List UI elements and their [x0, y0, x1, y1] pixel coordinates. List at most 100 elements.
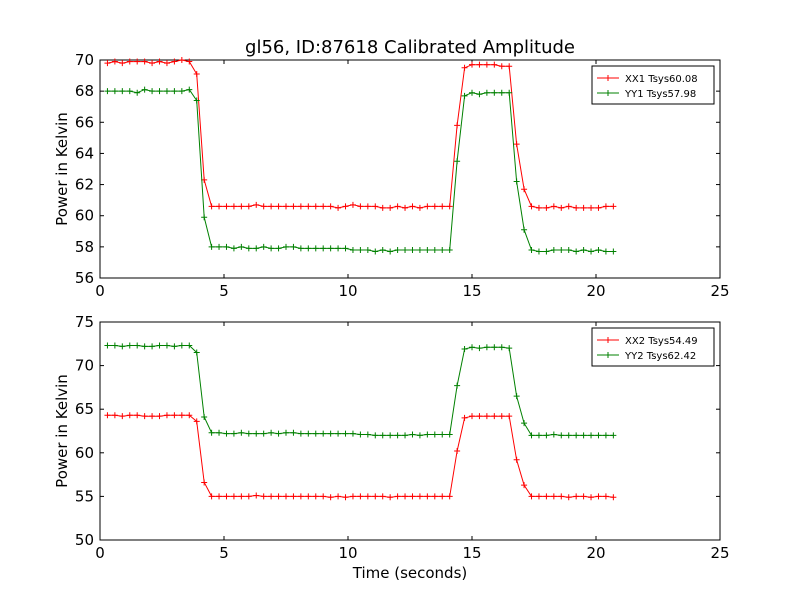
- bottom-legend-marker: [605, 337, 611, 343]
- bottom-subplot: 0 5 10 15 20 25 50 55 60 65 70 75 Power in Kelvin Tim…: [53, 313, 730, 582]
- bottom-xtick-label: 25: [710, 544, 729, 562]
- top-series-1-point: [409, 203, 416, 210]
- bottom-series-1-point: [394, 493, 401, 500]
- bottom-series-1-point: [141, 413, 148, 420]
- bottom-series-1-point: [275, 493, 282, 500]
- top-series-1-point: [357, 203, 364, 210]
- top-series-2-point: [349, 246, 356, 253]
- top-legend-box: [591, 65, 715, 105]
- bottom-series-1-point: [595, 493, 602, 500]
- bottom-series-2-point: [506, 345, 513, 352]
- top-series-1-point: [379, 204, 386, 211]
- top-series-2-point: [446, 246, 453, 253]
- bottom-series-2-point: [513, 393, 520, 400]
- top-series-2-point: [461, 92, 468, 99]
- bottom-series-1-point: [580, 493, 587, 500]
- top-series-1-point: [320, 203, 327, 210]
- top-series-1-point: [580, 204, 587, 211]
- bottom-series-1-point: [104, 412, 111, 419]
- top-series-2-point: [201, 214, 208, 221]
- bottom-series-2-point: [171, 343, 178, 350]
- top-series-2-point: [558, 246, 565, 253]
- top-series-2-point: [588, 248, 595, 255]
- top-series-2-point: [216, 243, 223, 250]
- top-ytick-label: 68: [75, 82, 94, 100]
- bottom-series-2-point: [454, 382, 461, 389]
- top-series-2-point: [149, 88, 156, 95]
- top-series-1-point: [253, 201, 260, 208]
- top-series-1-point: [238, 203, 245, 210]
- top-series-1-point: [513, 141, 520, 148]
- bottom-series-1-point: [610, 494, 617, 501]
- top-series-2-point: [119, 88, 126, 95]
- bottom-series-1-point: [416, 493, 423, 500]
- bottom-series-1-point: [186, 412, 193, 419]
- top-series-2-point: [364, 246, 371, 253]
- bottom-ytick-label: 50: [75, 531, 94, 549]
- top-series-2-point: [186, 86, 193, 93]
- bottom-series-1-point: [245, 493, 252, 500]
- top-series-2-point: [357, 246, 364, 253]
- top-series-1-point: [163, 60, 170, 67]
- bottom-axes-frame: [99, 321, 721, 541]
- bottom-series-1-point: [216, 493, 223, 500]
- bottom-series-2-point: [268, 429, 275, 436]
- top-series-1-point: [528, 203, 535, 210]
- top-series-2-point: [469, 89, 475, 96]
- top-series-1-point: [483, 61, 490, 68]
- top-series-1-point: [535, 204, 542, 211]
- top-series-2-point: [498, 89, 505, 96]
- bottom-ylabel: Power in Kelvin: [53, 374, 71, 488]
- top-series-2-point: [253, 245, 260, 252]
- top-series-1-point: [245, 203, 252, 210]
- bottom-series-2-point: [201, 414, 208, 421]
- top-series-2-point: [178, 88, 185, 95]
- top-series-2-point: [387, 248, 394, 255]
- top-legend: XX1 Tsys60.08 YY1 Tsys57.98: [591, 65, 715, 105]
- bottom-xtick-label: 10: [338, 544, 357, 562]
- bottom-series-1-point: [111, 412, 118, 419]
- top-series-1-point: [268, 203, 275, 210]
- bottom-series-1-point: [379, 493, 386, 500]
- bottom-series-1-point: [535, 493, 542, 500]
- bottom-series-2-point: [178, 342, 185, 349]
- top-series-1-point: [565, 203, 572, 210]
- bottom-xtick-label: 20: [586, 544, 605, 562]
- top-series-2-point: [602, 248, 609, 255]
- top-series-2-point: [290, 243, 297, 250]
- top-ytick-label: 64: [75, 144, 94, 162]
- bottom-series-1-point: [543, 493, 550, 500]
- bottom-series-2-point: [416, 432, 423, 439]
- bottom-series-2-point: [141, 343, 148, 350]
- top-series-1-point: [230, 203, 237, 210]
- top-series-1-point: [446, 203, 453, 210]
- bottom-series-2-point: [305, 430, 312, 437]
- bottom-xtick-label: 15: [462, 544, 481, 562]
- top-xtick-label: 0: [95, 282, 105, 300]
- top-series-2-point: [104, 88, 111, 95]
- bottom-series-1-point: [424, 493, 431, 500]
- top-legend-marker: [605, 90, 611, 96]
- bottom-series-2-point: [498, 344, 505, 351]
- top-series-1-point: [104, 60, 111, 67]
- top-series-1-point: [439, 203, 446, 210]
- top-series-1-point: [372, 203, 379, 210]
- bottom-xtick-label: 0: [95, 544, 105, 562]
- bottom-series-2-point: [535, 432, 542, 439]
- top-series-2-point: [402, 246, 409, 253]
- top-series-2-point: [312, 245, 319, 252]
- top-ytick-label: 58: [75, 238, 94, 256]
- top-series-1-point: [327, 203, 334, 210]
- bottom-series-2-point: [312, 430, 319, 437]
- bottom-series-1-point: [327, 494, 334, 501]
- bottom-series-2-point: [476, 345, 483, 352]
- top-series-1-point: [364, 203, 371, 210]
- bottom-series-2-point: [245, 430, 252, 437]
- bottom-series-2-point: [402, 432, 409, 439]
- bottom-series-2-point: [364, 431, 371, 438]
- bottom-series-1-point: [238, 493, 245, 500]
- top-series-2-point: [513, 178, 520, 185]
- top-series-2-point: [245, 245, 252, 252]
- bottom-series-1-point: [156, 413, 163, 420]
